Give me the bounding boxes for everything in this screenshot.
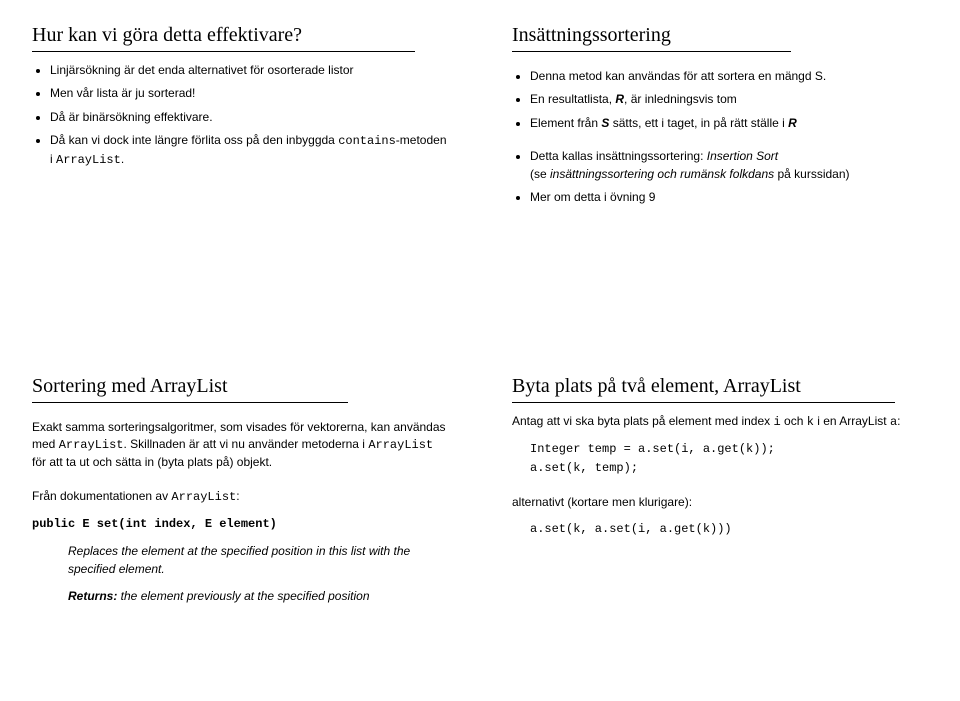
slide2-b3-r2: R — [788, 116, 797, 130]
slide3-p1: Exakt samma sorteringsalgoritmer, som vi… — [32, 419, 448, 472]
slide4-p1: Antag att vi ska byta plats på element m… — [512, 413, 928, 431]
slide4-code1: Integer temp = a.set(i, a.get(k)); — [530, 441, 928, 458]
slide2-b2-pre: En resultatlista, — [530, 92, 615, 106]
slide4-p1-k: k — [807, 415, 814, 429]
slide4-p1-mid2: i en ArrayList — [814, 414, 890, 428]
slide2-b5: Mer om detta i övning 9 — [530, 189, 928, 206]
slide4-title: Byta plats på två element, ArrayList — [512, 375, 895, 403]
slide1-b3: Då är binärsökning effektivare. — [50, 109, 448, 126]
slide2-b4-par-it: insättningssortering och rumänsk folkdan… — [550, 167, 774, 181]
slide2-b2-r: R — [615, 92, 624, 106]
slide3-desc: Replaces the element at the specified po… — [68, 543, 448, 578]
slide4-p1-pre: Antag att vi ska byta plats på element m… — [512, 414, 773, 428]
slide2-b4-par-pre: (se — [530, 167, 550, 181]
slide1-b1: Linjärsökning är det enda alternativet f… — [50, 62, 448, 79]
slide-1: Hur kan vi göra detta effektivare? Linjä… — [0, 0, 480, 351]
slide-grid: Hur kan vi göra detta effektivare? Linjä… — [0, 0, 960, 701]
slide1-b3-text: Då är binärsökning effektivare. — [50, 110, 213, 124]
slide1-b2: Men vår lista är ju sorterad! — [50, 85, 448, 102]
slide3-signature: public E set(int index, E element) — [32, 516, 448, 533]
slide4-p1-end: : — [897, 414, 900, 428]
slide3-p1-post: för att ta ut och sätta in (byta plats p… — [32, 455, 272, 469]
slide-4: Byta plats på två element, ArrayList Ant… — [480, 351, 960, 701]
slide-2: Insättningssortering Denna metod kan anv… — [480, 0, 960, 351]
slide1-b4: Då kan vi dock inte längre förlita oss p… — [50, 132, 448, 169]
slide1-b4-pre: Då kan vi dock inte längre förlita oss p… — [50, 133, 338, 147]
slide4-code2: a.set(k, temp); — [530, 460, 928, 477]
slide2-list: Denna metod kan användas för att sortera… — [512, 68, 928, 206]
slide3-p1-c2: ArrayList — [368, 438, 433, 452]
slide4-alt: alternativt (kortare men klurigare): — [512, 494, 928, 511]
slide3-p2-pre: Från dokumentationen av — [32, 489, 171, 503]
slide3-p1-mid: . Skillnaden är att vi nu använder metod… — [124, 437, 369, 451]
slide1-b4-end: . — [121, 152, 124, 166]
slide2-b1: Denna metod kan användas för att sortera… — [530, 68, 928, 85]
slide1-b4-c2: ArrayList — [56, 153, 121, 167]
slide2-b3-mid: sätts, ett i taget, in på rätt ställe i — [609, 116, 788, 130]
slide3-title: Sortering med ArrayList — [32, 375, 348, 403]
slide1-title: Hur kan vi göra detta effektivare? — [32, 24, 415, 52]
slide3-p1-c1: ArrayList — [59, 438, 124, 452]
slide3-ret-lbl: Returns: — [68, 589, 117, 603]
slide3-returns: Returns: the element previously at the s… — [68, 588, 448, 605]
slide2-b3-pre: Element från — [530, 116, 601, 130]
slide2-b4: Detta kallas insättningssortering: Inser… — [530, 148, 928, 183]
slide4-code3: a.set(k, a.set(i, a.get(k))) — [530, 521, 928, 538]
slide3-p2-post: : — [236, 489, 239, 503]
slide4-p1-mid: och — [781, 414, 807, 428]
slide2-b4-pre: Detta kallas insättningssortering: — [530, 149, 707, 163]
slide2-b3: Element från S sätts, ett i taget, in på… — [530, 115, 928, 132]
slide4-p1-i: i — [773, 415, 780, 429]
slide2-title: Insättningssortering — [512, 24, 791, 52]
slide1-b4-c1: contains — [338, 134, 396, 148]
slide2-b2: En resultatlista, R, är inledningsvis to… — [530, 91, 928, 108]
slide3-ret-txt: the element previously at the specified … — [117, 589, 369, 603]
slide3-p2-c: ArrayList — [171, 490, 236, 504]
slide3-p2: Från dokumentationen av ArrayList: — [32, 488, 448, 506]
slide2-b4-par-post: på kurssidan) — [774, 167, 849, 181]
slide1-list: Linjärsökning är det enda alternativet f… — [32, 62, 448, 169]
slide2-b2-post: , är inledningsvis tom — [624, 92, 737, 106]
slide-3: Sortering med ArrayList Exakt samma sort… — [0, 351, 480, 701]
slide2-b4-it: Insertion Sort — [707, 149, 778, 163]
